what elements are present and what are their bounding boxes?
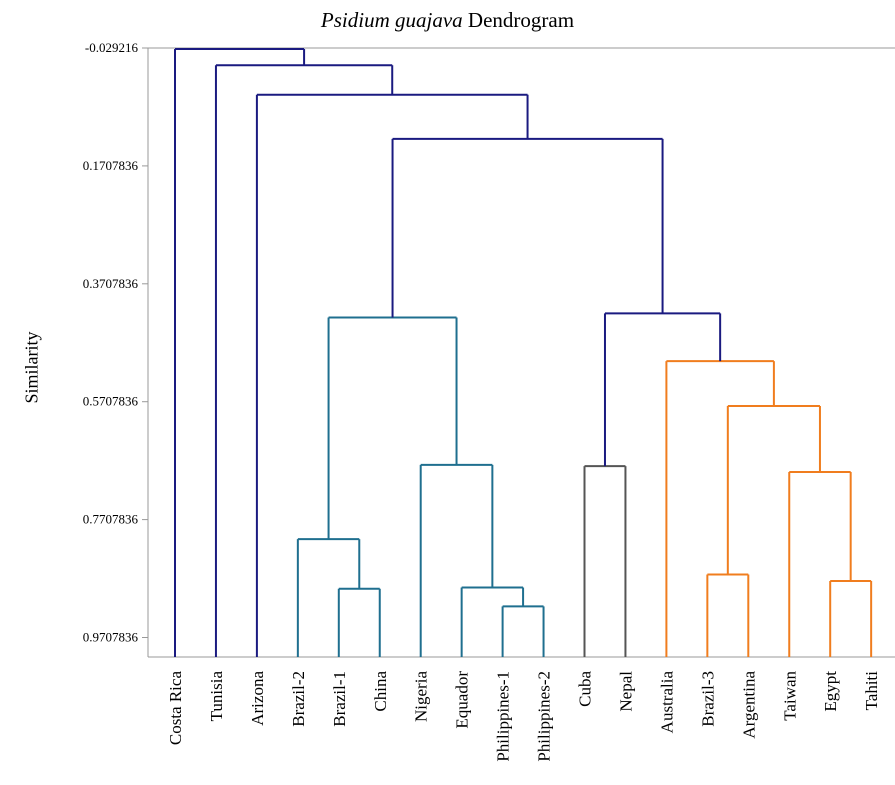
y-tick-label: -0.029216 — [85, 40, 139, 55]
x-tick-label: Arizona — [248, 671, 267, 726]
y-tick-label: 0.9707836 — [83, 629, 139, 644]
chart-title-rest: Dendrogram — [462, 8, 575, 32]
x-tick-label: Taiwan — [780, 671, 799, 721]
x-tick-label: Nigeria — [412, 671, 431, 722]
x-tick-label: Egypt — [821, 671, 840, 712]
x-tick-label: China — [371, 671, 390, 712]
x-tick-label: Australia — [657, 671, 676, 734]
x-tick-label: Nepal — [616, 671, 635, 712]
x-tick-label: Costa Rica — [166, 671, 185, 746]
chart-title-italic: Psidium guajava — [320, 8, 463, 32]
chart-title: Psidium guajava Dendrogram — [0, 8, 895, 33]
x-tick-label: Brazil-3 — [698, 671, 717, 727]
x-tick-label: Tunisia — [207, 671, 226, 722]
x-tick-label: Brazil-2 — [289, 671, 308, 727]
x-tick-label: Brazil-1 — [330, 671, 349, 727]
x-tick-label: Argentina — [739, 671, 758, 739]
y-tick-label: 0.5707836 — [83, 394, 139, 409]
x-tick-label: Philippines-2 — [535, 671, 554, 762]
y-tick-label: 0.3707836 — [83, 276, 139, 291]
y-tick-label: 0.1707836 — [83, 158, 139, 173]
x-tick-label: Cuba — [576, 671, 595, 707]
y-tick-label: 0.7707836 — [83, 512, 139, 527]
x-tick-label: Philippines-1 — [494, 671, 513, 762]
x-tick-label: Tahiti — [862, 671, 881, 711]
x-tick-label: Equador — [453, 671, 472, 729]
